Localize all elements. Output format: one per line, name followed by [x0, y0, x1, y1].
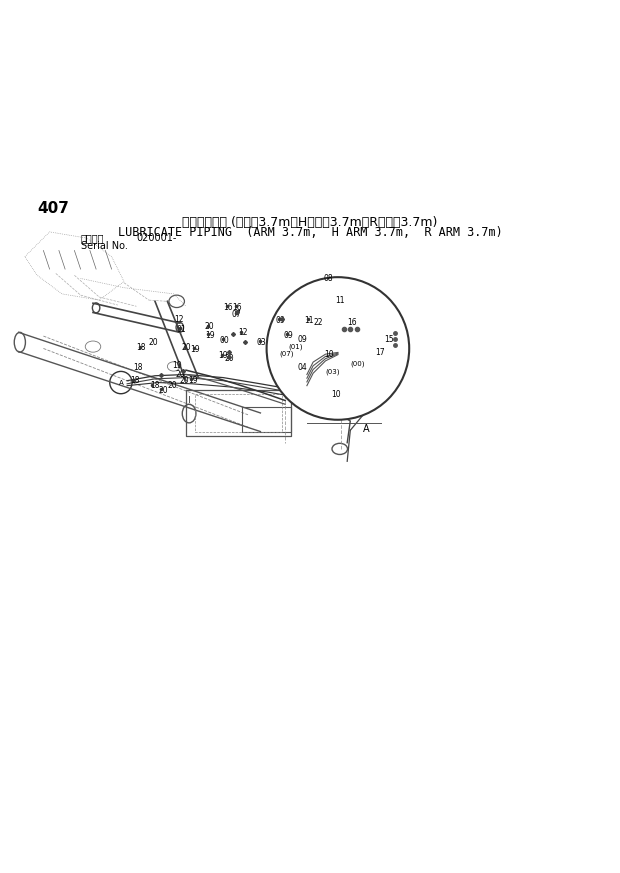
Text: 適用号機: 適用号機 [81, 233, 104, 244]
Text: 12: 12 [174, 315, 184, 325]
Text: 18: 18 [130, 376, 140, 385]
Text: 20: 20 [149, 338, 159, 347]
Text: 09: 09 [283, 331, 293, 340]
Text: A: A [118, 380, 123, 386]
Text: 11: 11 [304, 316, 314, 325]
Text: 20: 20 [175, 370, 185, 379]
Text: 17: 17 [375, 347, 385, 357]
Text: 20: 20 [167, 382, 177, 390]
Text: 20: 20 [158, 386, 168, 395]
Text: 集中給脂配管 (アーム3.7m，Hアーム3.7m，Rアーム3.7m): 集中給脂配管 (アーム3.7m，Hアーム3.7m，Rアーム3.7m) [182, 217, 438, 230]
Text: 19: 19 [218, 352, 228, 361]
Text: 19: 19 [205, 331, 215, 340]
Text: 18: 18 [150, 382, 160, 390]
Text: Serial No.: Serial No. [81, 241, 128, 251]
Text: (07): (07) [279, 351, 293, 357]
Circle shape [267, 277, 409, 420]
Text: 22: 22 [313, 318, 322, 327]
Text: 20: 20 [205, 322, 215, 331]
Text: 08: 08 [324, 274, 334, 283]
Text: 18: 18 [136, 343, 146, 353]
Text: 03: 03 [257, 338, 267, 347]
Text: (00): (00) [350, 361, 365, 368]
Text: (01): (01) [288, 343, 303, 350]
Text: 10: 10 [331, 390, 341, 400]
Text: 16: 16 [223, 303, 233, 312]
Text: 07: 07 [232, 310, 242, 319]
Text: 10: 10 [324, 349, 334, 359]
Text: 020001-: 020001- [136, 233, 177, 244]
Text: 19: 19 [190, 345, 200, 354]
Text: 16: 16 [347, 318, 357, 327]
Text: (03): (03) [326, 368, 340, 375]
Text: A: A [363, 424, 370, 434]
Text: 19: 19 [188, 375, 198, 385]
Text: 12: 12 [238, 328, 248, 338]
Text: 00: 00 [219, 336, 229, 345]
Text: LUBRICATE PIPING  (ARM 3.7m,  H ARM 3.7m,  R ARM 3.7m): LUBRICATE PIPING (ARM 3.7m, H ARM 3.7m, … [118, 226, 502, 238]
Text: 20: 20 [224, 354, 234, 363]
Text: 16: 16 [232, 303, 242, 312]
Text: 20: 20 [181, 343, 191, 353]
Text: 04: 04 [298, 362, 308, 372]
Text: 01: 01 [176, 325, 186, 333]
Text: 15: 15 [384, 335, 394, 344]
Text: 11: 11 [335, 296, 345, 305]
Text: 20: 20 [180, 376, 190, 385]
Text: 18: 18 [133, 362, 143, 372]
Text: 19: 19 [172, 361, 182, 369]
Text: 09: 09 [298, 335, 308, 344]
Text: 407: 407 [37, 201, 69, 216]
Text: 09: 09 [275, 316, 285, 325]
